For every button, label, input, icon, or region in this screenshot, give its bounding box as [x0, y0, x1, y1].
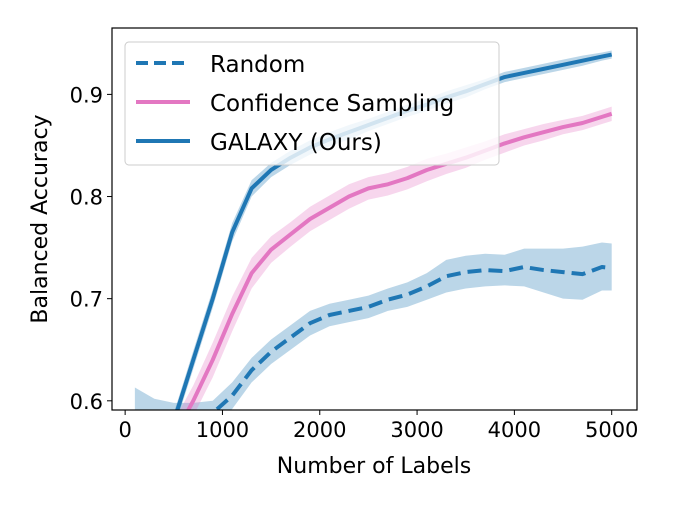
- legend-box: [124, 41, 500, 166]
- x-tick-label: 4000: [488, 418, 541, 442]
- y-axis: 0.6 0.7 0.8 0.9: [70, 83, 112, 414]
- x-tick-label: 3000: [390, 418, 443, 442]
- legend-label-random: Random: [210, 52, 305, 78]
- legend: Random Confidence Sampling GALAXY (Ours): [124, 41, 500, 166]
- plot-frame: [111, 27, 638, 411]
- y-axis-label: Balanced Accuracy: [28, 114, 53, 323]
- x-axis-label: Number of Labels: [277, 454, 471, 479]
- x-tick-label: 5000: [585, 418, 638, 442]
- band-random: [134, 242, 612, 410]
- line-random: [213, 265, 612, 410]
- x-tick-label: 0: [118, 418, 131, 442]
- legend-label-confidence: Confidence Sampling: [210, 91, 454, 117]
- x-tick-label: 1000: [196, 418, 249, 442]
- x-axis: 0 1000 2000 3000 4000 5000: [118, 410, 638, 442]
- y-tick-label: 0.9: [70, 83, 103, 107]
- line-confidence-sampling: [185, 111, 613, 410]
- y-tick-label: 0.7: [70, 288, 103, 312]
- y-tick-label: 0.8: [70, 186, 103, 210]
- x-tick-label: 2000: [293, 418, 346, 442]
- y-tick-label: 0.6: [70, 390, 103, 414]
- legend-label-galaxy: GALAXY (Ours): [210, 130, 382, 156]
